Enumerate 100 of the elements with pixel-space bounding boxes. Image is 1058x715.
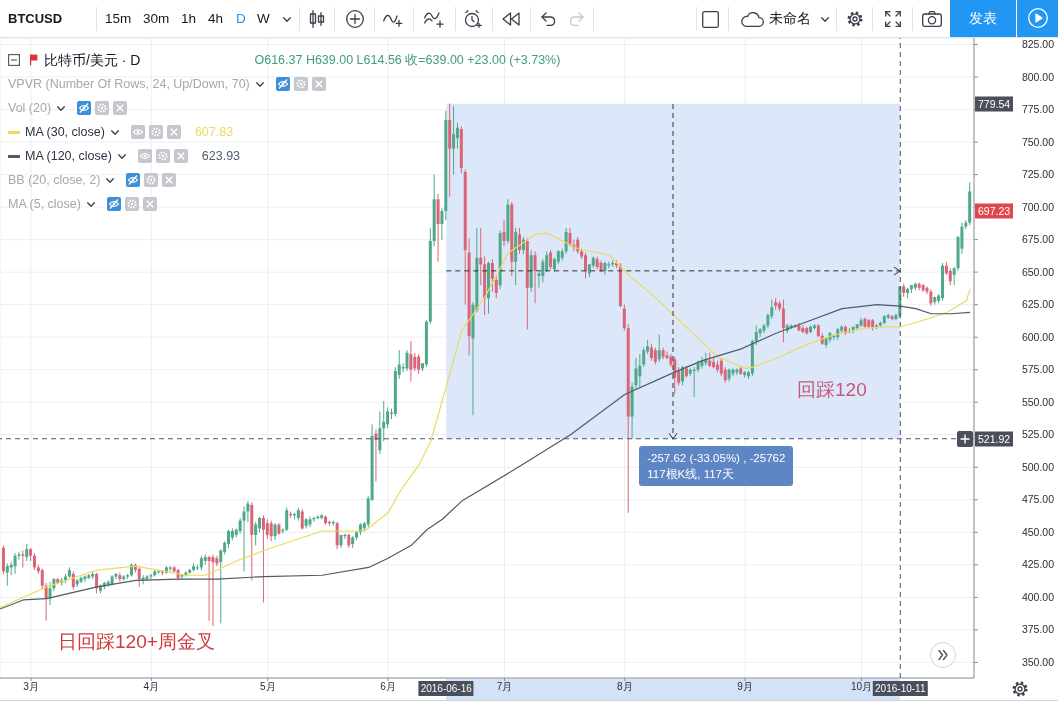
y-tick-label: 775.00 [1021,103,1055,116]
legend-label: MA (120, close) [25,149,112,163]
candlestick [71,570,75,591]
annotation: 623.93 [201,149,241,163]
candlestick [413,352,417,372]
annotation: -257.62 (-33.05%) , -25762 [647,451,786,464]
annotation: BB (20, close, 2) [8,173,101,187]
candlestick [374,429,378,483]
text: 30m [143,11,170,26]
x-tick-label: 10月 [850,681,873,693]
ref-line-label: 2016-10-11 [875,683,926,694]
candlestick [149,573,153,580]
candlestick [48,581,52,606]
candlestick [494,275,498,299]
candlestick [386,406,390,429]
candlestick [545,250,549,273]
y-tick-label: 725.00 [1021,168,1055,181]
y-tick-label: 425.00 [1021,558,1055,571]
candlestick [719,357,723,377]
y-tick-label: 750.00 [1021,135,1055,148]
annotation: 回踩120 [797,379,867,400]
x-tick-label: 8月 [616,681,633,693]
candlestick [211,553,215,627]
candlestick [758,327,762,338]
y-tick-label: 450.00 [1021,525,1055,538]
y-tick-label: 800.00 [1021,70,1055,83]
text: 比特币/美元 · D [44,52,141,68]
y-tick-label: 550.00 [1021,395,1055,408]
x-tick-label: 9月 [737,681,753,693]
ref-line-label: 521.92 [978,432,1011,445]
y-tick-label: 350.00 [1021,655,1055,668]
text: 4h [208,11,224,26]
y-tick-label: 825.00 [1021,38,1055,50]
candlestick [5,563,9,587]
annotation: 117根K线, 117天 [647,467,734,480]
candlestick [254,521,258,546]
candlestick [452,105,456,176]
candlestick [541,258,545,284]
annotation: O616.37 H639.00 L614.56 收=639.00 +23.00 (+3.73%) [254,53,561,67]
candlestick [657,334,661,363]
y-tick-label: 625.00 [1021,298,1055,311]
y-tick-label: 700.00 [1021,200,1055,213]
text: 未命名 [769,11,811,26]
y-tick-label: 375.00 [1021,623,1055,636]
candlestick [300,508,304,531]
annotation: MA (5, close) [8,197,81,211]
x-tick-label: 7月 [496,681,513,693]
candlestick [405,349,409,372]
candlestick [490,258,494,293]
candlestick [417,353,421,375]
candlestick [335,521,339,550]
x-tick-label: 6月 [380,681,396,693]
candlestick [13,552,17,575]
candlestick [265,518,269,540]
candlestick [533,250,537,304]
y-tick-label: 675.00 [1021,233,1055,246]
text: 2016-06-16 [420,683,472,694]
text: 15m [105,11,132,26]
candlestick [269,520,273,542]
text: 1h [181,11,197,26]
x-tick-label: 5月 [259,681,276,693]
candlestick [502,219,506,247]
candlestick [207,555,211,622]
candlestick [455,122,459,150]
annotation: VPVR (Number Of Rows, 24, Up/Down, 70) [8,77,250,91]
button: 发表 [950,0,1016,37]
candlestick [622,304,626,332]
annotation: 607.83 [194,125,234,139]
x-tick-label: 4月 [143,681,160,693]
annotation: 779.54 [978,97,1011,110]
legend-label: MA (30, close) [25,125,105,139]
annotation: 日回踩120+周金叉 [58,631,215,652]
candlestick [409,340,413,382]
x-tick-label: 3月 [23,681,39,693]
candlestick [731,367,735,377]
candlestick [118,572,122,583]
y-tick-label: 500.00 [1021,460,1055,473]
candlestick [568,227,572,247]
candlestick [242,505,246,572]
y-tick-label: 525.00 [1021,428,1055,441]
line-series [0,304,971,610]
candlestick [137,566,141,588]
text: D [236,11,246,26]
candlestick [378,410,382,455]
y-tick-label: 600.00 [1021,330,1055,343]
candlestick [285,507,289,532]
chart-title: BTCUSD [8,11,63,26]
line-series [0,232,971,609]
candlestick [479,227,483,286]
annotation: Vol (20) [8,101,52,115]
candlestick [754,324,758,346]
y-tick-label: 650.00 [1021,265,1055,278]
candlestick [638,353,642,389]
candlestick [564,227,568,255]
y-tick-label: 475.00 [1021,493,1055,506]
y-tick-label: 575.00 [1021,363,1055,376]
candlestick [1,544,5,575]
annotation: 697.23 [978,204,1011,217]
candlestick [642,347,646,368]
text: W [257,11,270,26]
